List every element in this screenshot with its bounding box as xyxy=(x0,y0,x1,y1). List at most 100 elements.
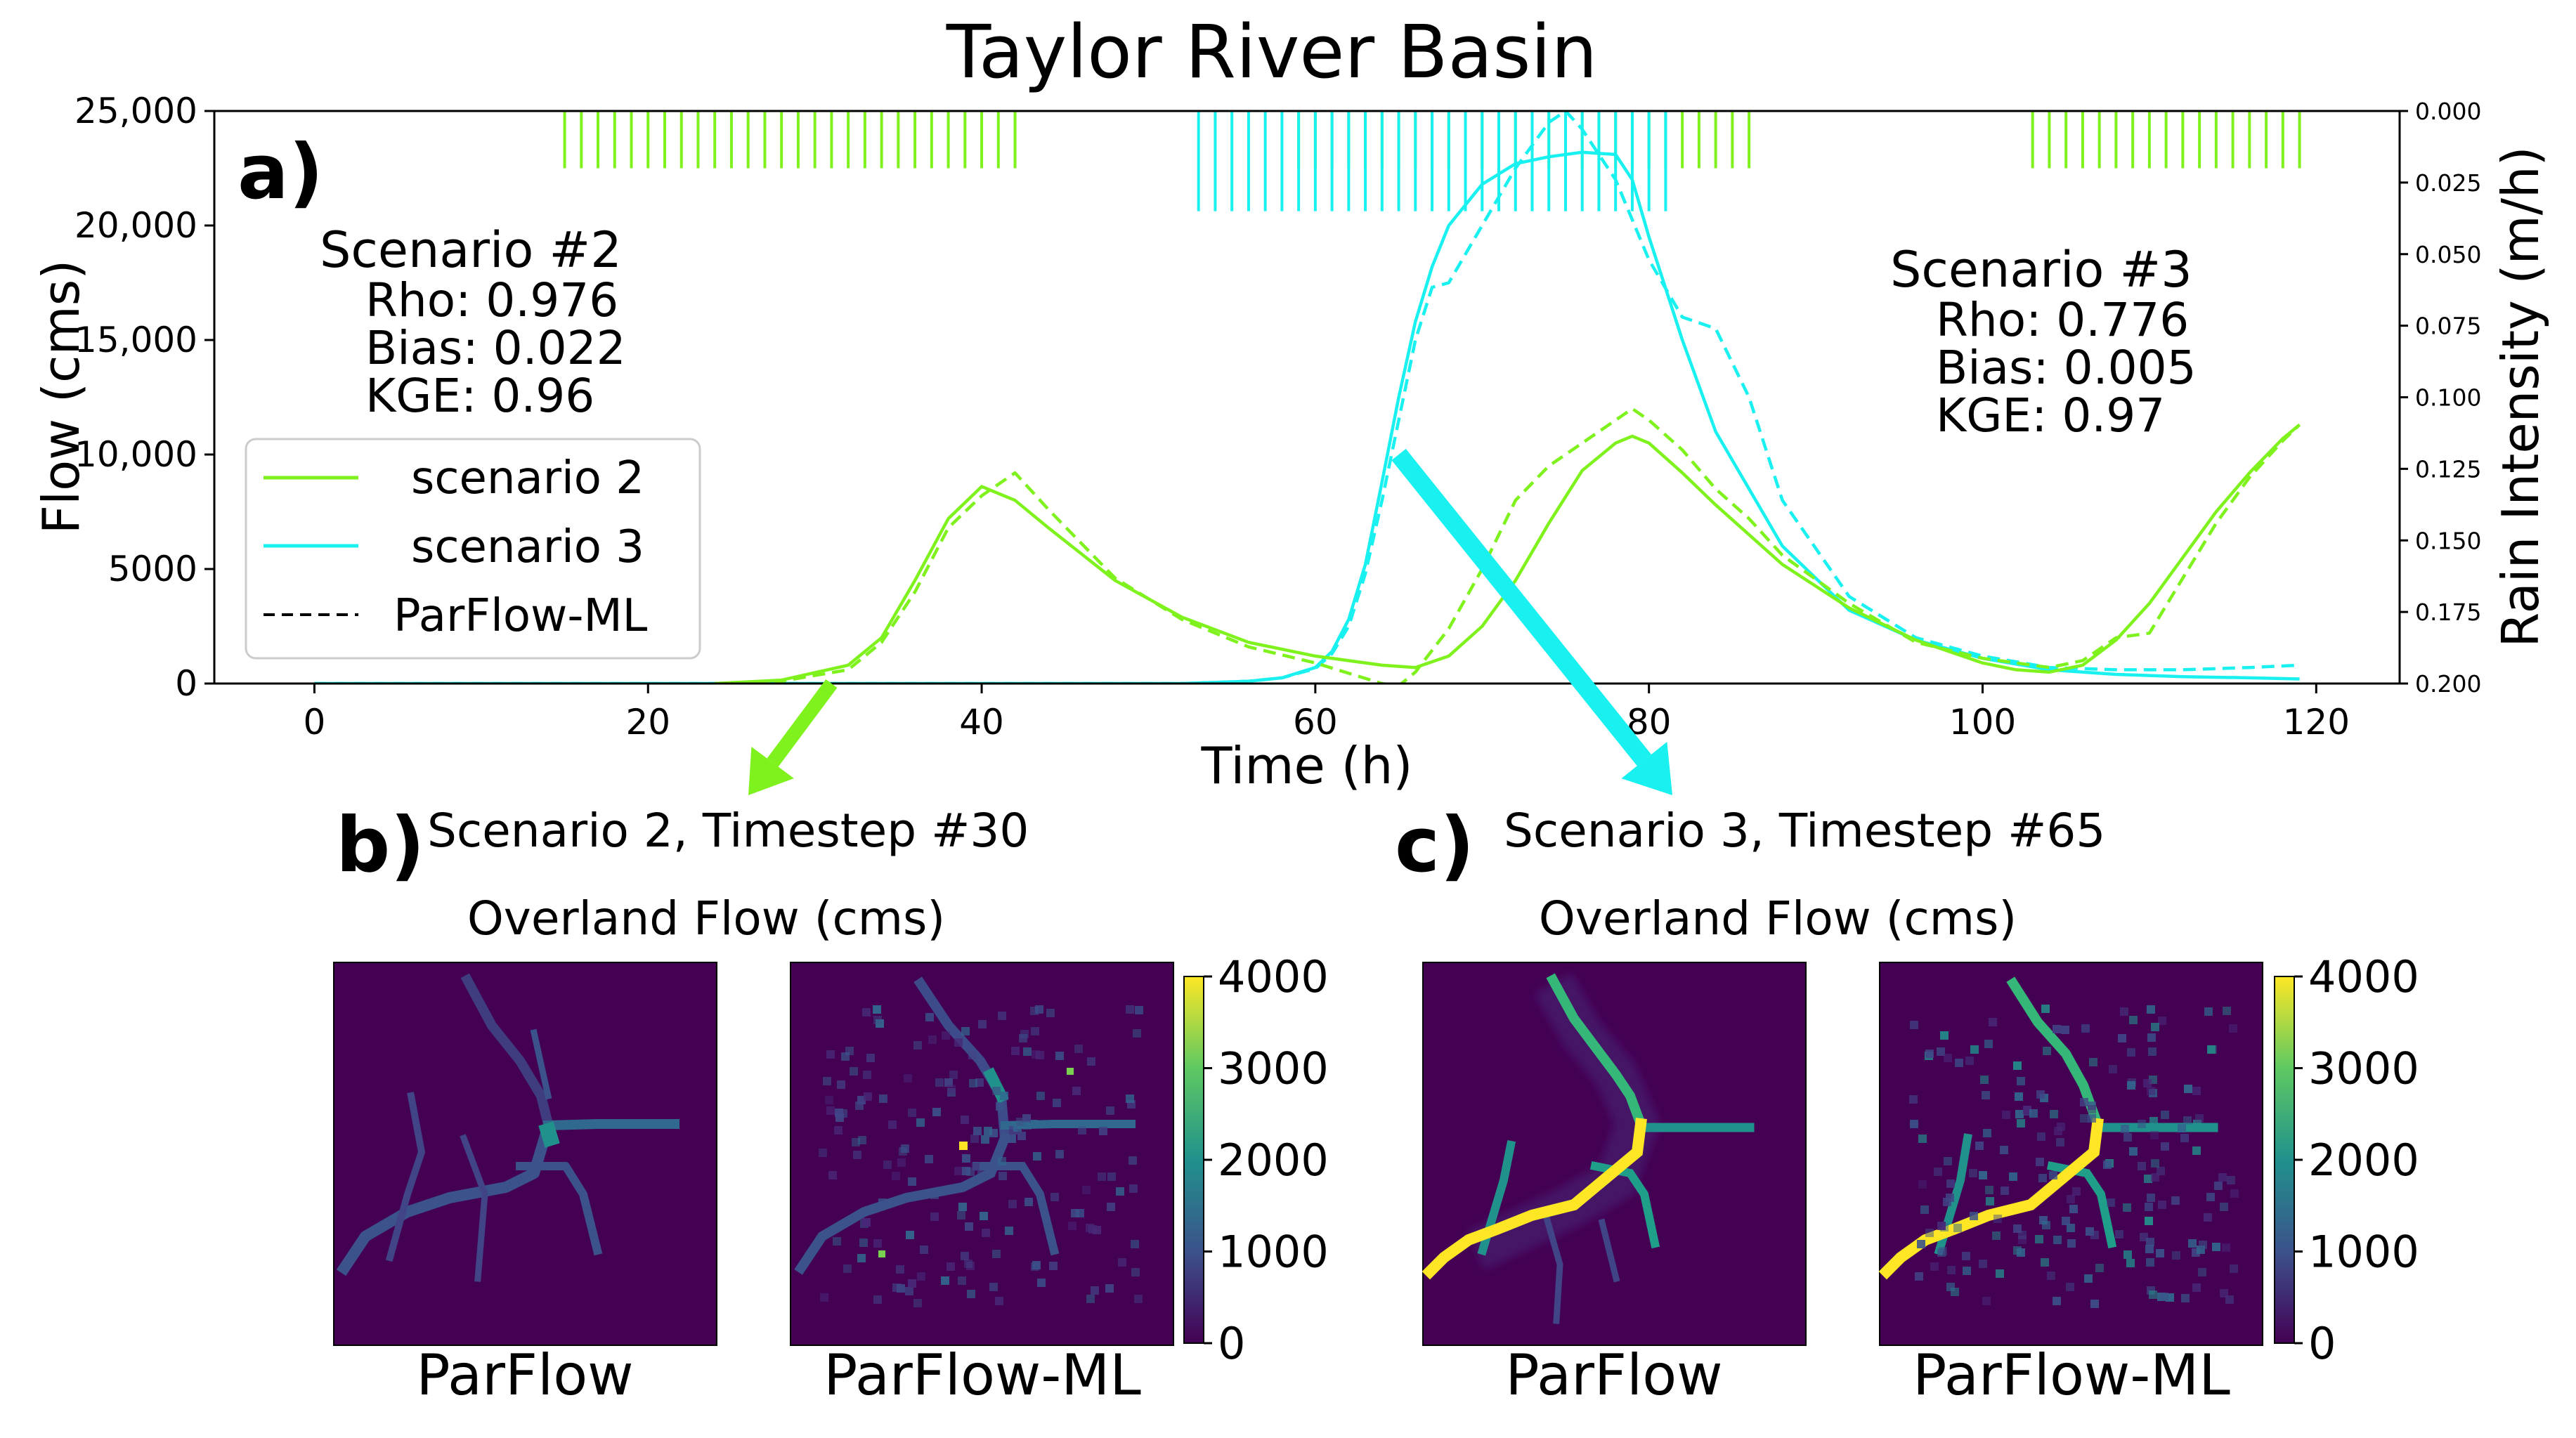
noise-pixel xyxy=(1970,1212,1978,1220)
noise-pixel xyxy=(1033,1152,1041,1161)
noise-pixel xyxy=(1930,1262,1939,1271)
arrow-scenario-3-head xyxy=(1621,742,1672,795)
series-line-scenario-3-parflow-ml xyxy=(314,111,2300,684)
noise-pixel xyxy=(1106,1106,1114,1115)
noise-pixel xyxy=(1937,1248,1946,1257)
noise-pixel xyxy=(1975,1142,1984,1150)
noise-pixel xyxy=(2013,1061,2022,1070)
noise-pixel xyxy=(2138,1120,2146,1128)
noise-pixel xyxy=(2066,1283,2074,1291)
noise-pixel xyxy=(1035,1005,1043,1014)
noise-pixel xyxy=(1992,1231,2001,1240)
noise-pixel xyxy=(1955,1059,1963,1067)
noise-pixel xyxy=(858,1136,866,1144)
noise-pixel xyxy=(954,1038,963,1047)
x-tick-label: 60 xyxy=(1293,702,1338,743)
noise-pixel xyxy=(873,1016,882,1024)
scenario-3-stats: Scenario #3 Rho: 0.776 Bias: 0.005 KGE: … xyxy=(1890,241,2197,443)
noise-pixel xyxy=(1943,1198,1951,1206)
noise-pixel xyxy=(899,1147,907,1156)
noise-pixel xyxy=(862,1218,871,1227)
noise-pixel xyxy=(2160,1293,2168,1301)
noise-pixel xyxy=(1947,1266,1956,1274)
noise-pixel xyxy=(883,1161,892,1169)
noise-pixel xyxy=(2095,1264,2104,1272)
noise-pixel xyxy=(1970,1045,1979,1054)
noise-pixel xyxy=(2138,1162,2146,1170)
y2-tick-label: 0.125 xyxy=(2415,455,2481,483)
arrow-scenario-2-head xyxy=(748,746,794,795)
noise-pixel xyxy=(833,1237,841,1246)
x-tick-label: 20 xyxy=(625,702,670,743)
noise-pixel xyxy=(2107,1198,2115,1207)
noise-pixel xyxy=(2195,1114,2204,1123)
noise-pixel xyxy=(876,1019,884,1028)
noise-pixel xyxy=(2151,1173,2159,1182)
noise-pixel xyxy=(995,1297,1003,1305)
noise-pixel xyxy=(949,1071,958,1079)
noise-pixel xyxy=(2161,1142,2169,1151)
noise-pixel xyxy=(2002,1111,2010,1119)
noise-pixel xyxy=(967,1290,975,1298)
noise-pixel xyxy=(954,1167,963,1175)
noise-pixel xyxy=(1909,1095,1918,1104)
noise-pixel xyxy=(2218,1173,2227,1182)
y-tick-label: 10,000 xyxy=(74,434,197,475)
noise-pixel xyxy=(820,1293,828,1302)
noise-pixel xyxy=(932,1108,941,1116)
noise-pixel xyxy=(857,1254,866,1262)
noise-pixel xyxy=(2149,1117,2158,1125)
noise-pixel xyxy=(897,1158,906,1167)
noise-pixel xyxy=(992,1087,1001,1095)
heatmap-b-parflow-ml xyxy=(790,962,1174,1346)
noise-pixel xyxy=(2081,1024,2090,1033)
noise-pixel xyxy=(1107,1172,1116,1181)
noise-pixel xyxy=(965,1222,973,1231)
panel-c-subtitle: Overland Flow (cms) xyxy=(1539,891,2017,946)
colorbar-tick-label: 3000 xyxy=(2308,1043,2419,1094)
noise-pixel xyxy=(984,1127,992,1135)
noise-pixel xyxy=(2121,1125,2129,1133)
noise-pixel xyxy=(2145,1245,2154,1253)
noise-pixel xyxy=(1126,1005,1134,1014)
noise-pixel xyxy=(2181,1294,2190,1302)
legend: scenario 2 scenario 3 ParFlow-ML xyxy=(245,438,701,660)
colorbar-c-ramp xyxy=(2274,976,2295,1344)
noise-pixel xyxy=(2214,1182,2223,1190)
x-tick-label: 40 xyxy=(959,702,1004,743)
noise-pixel xyxy=(2129,1147,2138,1156)
noise-pixel xyxy=(2069,1205,2078,1213)
y2-tick-label: 0.075 xyxy=(2415,313,2481,340)
noise-pixel xyxy=(2140,1233,2148,1241)
noise-pixel xyxy=(957,1211,965,1220)
legend-label-scenario-2: scenario 2 xyxy=(411,452,644,504)
noise-pixel xyxy=(1011,1047,1020,1055)
noise-pixel xyxy=(996,1102,1004,1111)
noise-pixel xyxy=(2229,1024,2237,1033)
noise-pixel xyxy=(864,1092,872,1101)
noise-pixel xyxy=(1099,1127,1107,1135)
noise-pixel xyxy=(850,1067,858,1076)
noise-pixel xyxy=(973,1127,982,1135)
noise-pixel xyxy=(888,1120,897,1129)
heatmap-c-parflow-caption: ParFlow xyxy=(1505,1342,1722,1408)
noise-pixel xyxy=(1023,1121,1032,1130)
noise-pixel xyxy=(989,1283,998,1291)
noise-pixel xyxy=(2067,1224,2075,1232)
noise-pixel xyxy=(2151,1159,2159,1168)
scenario-2-stats: Scenario #2 Rho: 0.976 Bias: 0.022 KGE: … xyxy=(320,221,626,423)
noise-pixel xyxy=(2123,1203,2131,1212)
heatmap-c-parflow-ml-caption: ParFlow-ML xyxy=(1913,1342,2230,1408)
noise-pixel xyxy=(2015,1092,2023,1101)
scenario-3-rho: Rho: 0.776 xyxy=(1936,293,2189,347)
noise-pixel xyxy=(992,1250,1001,1258)
noise-pixel xyxy=(1019,1034,1027,1042)
noise-pixel xyxy=(1925,1229,1934,1237)
noise-pixel xyxy=(852,1138,860,1146)
noise-pixel xyxy=(2188,1239,2197,1248)
noise-pixel xyxy=(1920,1205,1929,1214)
noise-pixel xyxy=(1944,1157,1952,1165)
noise-pixel xyxy=(941,1276,949,1285)
noise-pixel xyxy=(1944,1054,1952,1062)
